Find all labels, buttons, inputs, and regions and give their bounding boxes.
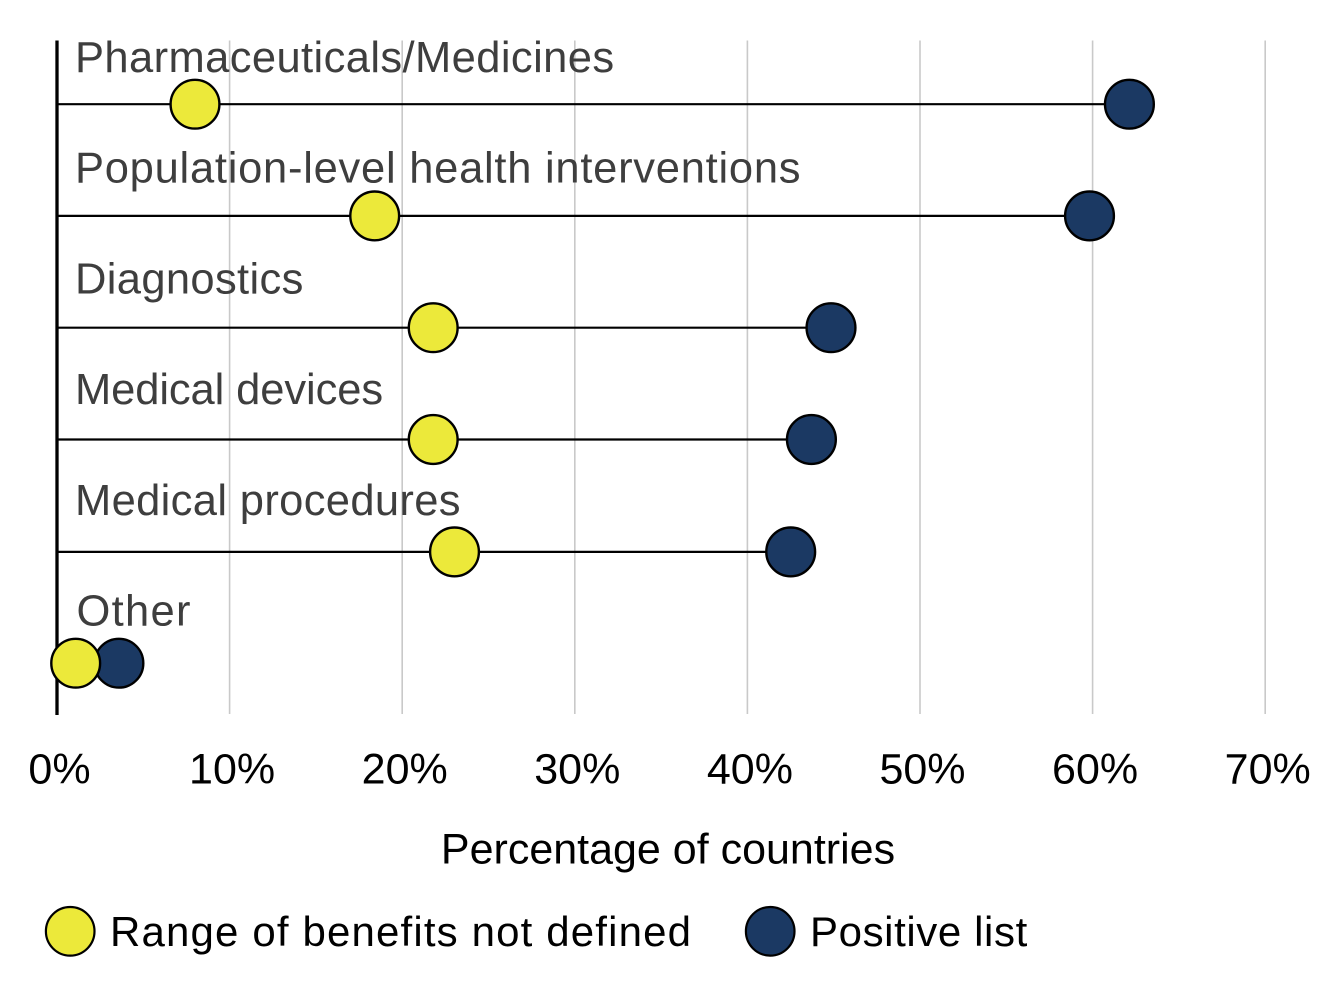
svg-text:Medical procedures: Medical procedures [75, 477, 461, 525]
svg-text:50%: 50% [879, 745, 965, 793]
svg-text:30%: 30% [534, 745, 620, 793]
svg-text:40%: 40% [707, 745, 793, 793]
svg-text:Positive list: Positive list [810, 908, 1028, 955]
svg-text:60%: 60% [1052, 745, 1138, 793]
svg-text:Population-level health interv: Population-level health interventions [75, 145, 801, 193]
svg-text:20%: 20% [362, 745, 448, 793]
svg-text:Diagnostics: Diagnostics [75, 255, 304, 303]
svg-text:70%: 70% [1225, 745, 1311, 793]
svg-text:Other: Other [77, 588, 192, 636]
svg-text:Percentage of countries: Percentage of countries [441, 826, 895, 874]
svg-text:Range of benefits not defined: Range of benefits not defined [110, 908, 692, 955]
svg-text:Pharmaceuticals/Medicines: Pharmaceuticals/Medicines [75, 34, 614, 82]
svg-text:0%: 0% [28, 745, 90, 793]
svg-text:10%: 10% [189, 745, 275, 793]
svg-text:Medical devices: Medical devices [75, 366, 383, 414]
